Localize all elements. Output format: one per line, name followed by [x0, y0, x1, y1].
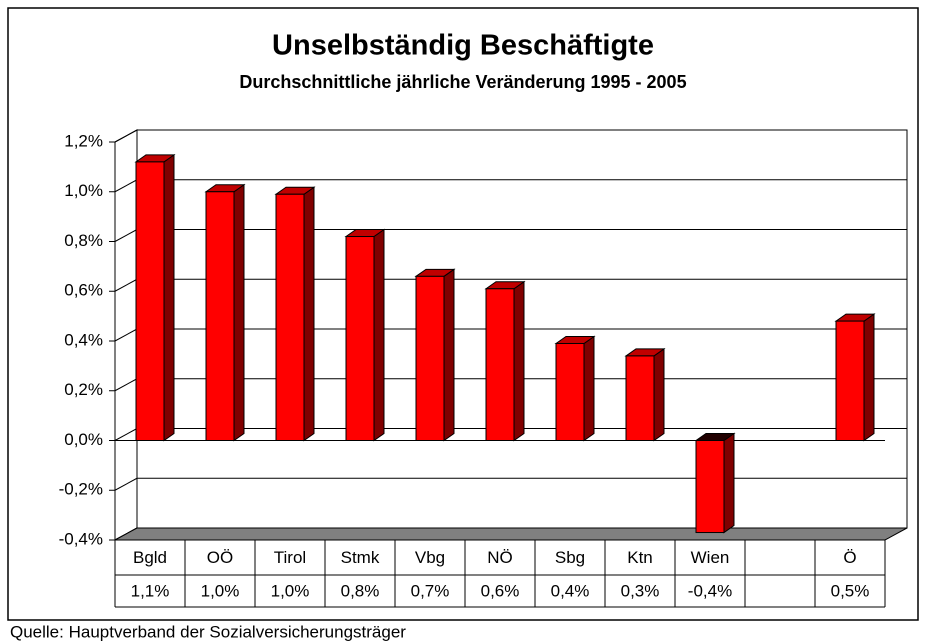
- x-tick-label: Tirol: [274, 548, 306, 567]
- x-tick-label: Ktn: [627, 548, 653, 567]
- y-tick-label: -0,4%: [59, 529, 103, 548]
- y-tick-label: 0,0%: [64, 430, 103, 449]
- x-tick-label: OÖ: [207, 548, 233, 567]
- bar: [205, 191, 235, 441]
- bar: [835, 320, 865, 442]
- value-label: 0,4%: [551, 581, 590, 600]
- chart-subtitle: Durchschnittliche jährliche Veränderung …: [239, 72, 686, 92]
- bar-side: [233, 183, 245, 442]
- value-label: 0,6%: [481, 581, 520, 600]
- grid-line-side: [114, 328, 138, 342]
- x-tick-label: Sbg: [555, 548, 585, 567]
- y-tick-label: 0,2%: [64, 380, 103, 399]
- bar-side: [163, 153, 175, 442]
- bar-side: [303, 186, 315, 442]
- bar: [485, 288, 515, 442]
- bar-side: [723, 432, 735, 534]
- x-tick-label: Vbg: [415, 548, 445, 567]
- value-label: 0,8%: [341, 581, 380, 600]
- y-tick-label: 1,0%: [64, 181, 103, 200]
- y-tick-label: 0,8%: [64, 231, 103, 250]
- bar-side: [653, 347, 665, 442]
- bar: [695, 440, 725, 534]
- bar: [555, 342, 585, 441]
- bar: [625, 355, 655, 441]
- grid-line-side: [114, 477, 138, 491]
- bar: [415, 275, 445, 442]
- x-tick-label: Bgld: [133, 548, 167, 567]
- bar-side: [583, 335, 595, 442]
- value-label: -0,4%: [688, 581, 732, 600]
- value-label: 1,1%: [131, 581, 170, 600]
- bar: [135, 161, 165, 441]
- source: Quelle: Hauptverband der Sozialversicher…: [10, 622, 406, 641]
- grid-line-side: [114, 229, 138, 242]
- chart-title: Unselbständig Beschäftigte: [272, 30, 654, 62]
- bar-side: [373, 228, 385, 442]
- bar: [275, 193, 305, 441]
- value-label: 1,0%: [271, 581, 310, 600]
- grid-line-side: [114, 179, 138, 193]
- value-label: 0,3%: [621, 581, 660, 600]
- value-label: 1,0%: [201, 581, 240, 600]
- bar: [345, 236, 375, 441]
- y-tick-label: 1,2%: [64, 131, 103, 150]
- grid-line-side: [114, 428, 138, 441]
- grid-line-side: [114, 278, 138, 292]
- bar-side: [863, 313, 875, 442]
- y-tick-label: 0,6%: [64, 281, 103, 300]
- grid-line-side: [114, 129, 138, 143]
- x-tick-label: NÖ: [487, 548, 513, 567]
- x-tick-label: Wien: [691, 548, 730, 567]
- bar-side: [513, 280, 525, 442]
- grid-line-side: [114, 378, 138, 392]
- bar-side: [443, 268, 455, 442]
- y-tick-label: -0,2%: [59, 480, 103, 499]
- x-tick-label: Stmk: [341, 548, 380, 567]
- x-tick-label: Ö: [843, 548, 856, 567]
- floor: [114, 527, 908, 541]
- y-tick-label: 0,4%: [64, 330, 103, 349]
- value-label: 0,5%: [831, 581, 870, 600]
- value-label: 0,7%: [411, 581, 450, 600]
